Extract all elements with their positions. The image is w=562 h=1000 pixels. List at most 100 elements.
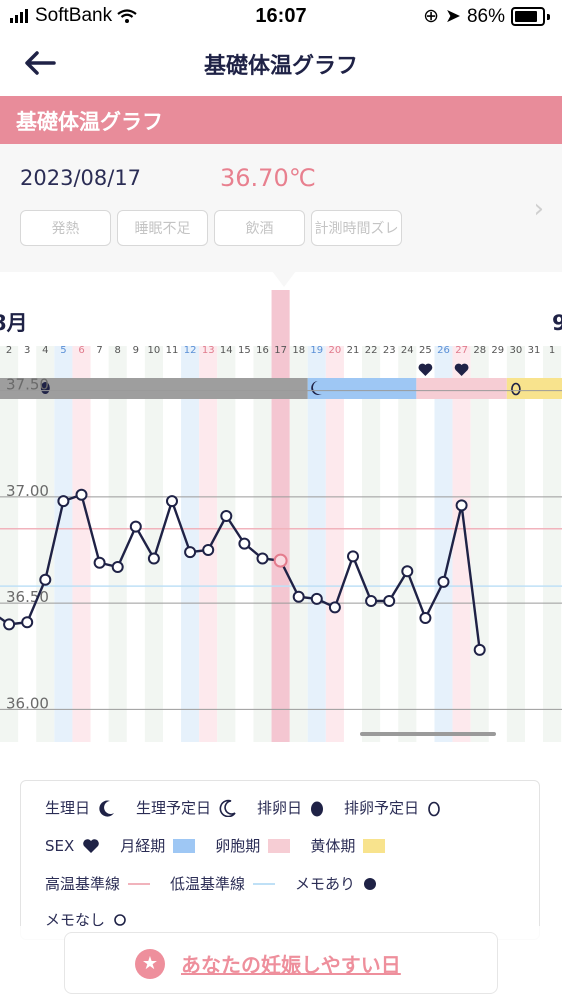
- crescent-moon-outline-icon: [219, 799, 236, 817]
- day-column: [72, 346, 91, 742]
- day-tick-label: 8: [115, 345, 121, 356]
- day-tick-label: 19: [310, 345, 323, 356]
- data-point[interactable]: [310, 592, 323, 605]
- memo-dot-icon: [364, 877, 377, 890]
- day-column: [307, 346, 326, 742]
- temperature-chart[interactable]: 8月91234567891011121314151617181920212223…: [0, 290, 562, 750]
- status-right: ⊕ ➤ 86%: [423, 5, 550, 28]
- fertile-days-label[interactable]: あなたの妊娠しやすい日: [181, 953, 401, 977]
- y-tick-label: 37.00: [6, 482, 49, 500]
- data-point[interactable]: [184, 546, 197, 559]
- legend-high-line: 高温基準線: [45, 873, 151, 894]
- legend-luteal: 黄体期: [310, 835, 386, 856]
- day-tick-label: 22: [365, 345, 378, 356]
- data-point[interactable]: [437, 575, 450, 588]
- data-point[interactable]: [39, 573, 52, 586]
- day-tick-label: 24: [401, 345, 414, 356]
- y-tick-label: 36.50: [6, 588, 49, 606]
- temperature-line: [0, 493, 481, 651]
- data-point[interactable]: [166, 495, 178, 508]
- day-tick-label: 11: [166, 345, 179, 356]
- data-point[interactable]: [238, 537, 251, 550]
- y-tick-label: 36.00: [6, 694, 49, 712]
- data-point[interactable]: [273, 553, 288, 568]
- tag-fever[interactable]: 発熱: [20, 210, 111, 246]
- month-label-left: 8月: [0, 311, 28, 335]
- data-point[interactable]: [3, 618, 16, 631]
- tag-measurement-time-shift[interactable]: 計測時間ズレ: [311, 210, 402, 246]
- day-tick-label: 2: [6, 345, 12, 356]
- crescent-moon-icon: [99, 800, 115, 817]
- page-title: 基礎体温グラフ: [203, 54, 358, 79]
- chevron-right-icon[interactable]: ›: [533, 194, 544, 224]
- data-point[interactable]: [111, 561, 124, 573]
- data-point[interactable]: [365, 595, 378, 607]
- phase-bar-luteal: [506, 378, 562, 399]
- day-tick-label: 27: [455, 345, 468, 356]
- day-tick-label: 13: [202, 345, 215, 356]
- day-tick-label: 12: [184, 345, 197, 356]
- data-point[interactable]: [292, 590, 305, 603]
- horizontal-scrollbar: [360, 732, 496, 736]
- data-point[interactable]: [93, 556, 106, 569]
- legend-ovulation-expected: 排卵予定日: [344, 797, 441, 818]
- day-tick-label: 3: [24, 345, 30, 356]
- data-point[interactable]: [220, 510, 233, 522]
- y-tick-label: 37.50: [6, 376, 49, 394]
- data-point[interactable]: [401, 565, 414, 578]
- legend-period-expected: 生理予定日: [136, 797, 237, 818]
- day-column: [470, 346, 489, 742]
- day-column: [253, 346, 272, 742]
- clock: 16:07: [255, 5, 307, 27]
- ovulation-outline-icon: [428, 801, 440, 816]
- legend-memo-yes: メモあり: [295, 873, 377, 894]
- back-arrow-icon: [25, 51, 56, 75]
- data-point[interactable]: [57, 495, 70, 508]
- memo-empty-icon: [114, 913, 126, 926]
- data-point[interactable]: [129, 520, 142, 533]
- follicular-swatch: [268, 838, 291, 853]
- condition-tags: 発熱 睡眠不足 飲酒 計測時間ズレ: [20, 210, 402, 246]
- back-button[interactable]: [22, 46, 62, 80]
- data-point[interactable]: [75, 488, 88, 501]
- data-point[interactable]: [455, 499, 468, 512]
- chart-svg[interactable]: 8月91234567891011121314151617181920212223…: [0, 290, 562, 750]
- data-point[interactable]: [21, 616, 34, 629]
- day-tick-label: 28: [473, 345, 486, 356]
- data-point[interactable]: [147, 552, 160, 565]
- section-header: 基礎体温グラフ: [0, 96, 562, 144]
- day-column: [325, 346, 344, 742]
- nav-bar: 基礎体温グラフ: [0, 32, 562, 94]
- menstrual-swatch: [173, 838, 196, 853]
- ovulation-expected-icon: [511, 382, 521, 396]
- sex-heart-icon: [418, 363, 433, 376]
- data-point[interactable]: [473, 643, 486, 656]
- data-point[interactable]: [328, 601, 341, 614]
- signal-icon: [10, 9, 28, 23]
- legend-ovulation: 排卵日: [257, 797, 324, 818]
- day-tick-label: 1: [549, 345, 555, 356]
- day-column: [217, 346, 236, 742]
- day-tick-label: 18: [292, 345, 305, 356]
- data-point[interactable]: [256, 552, 269, 565]
- tag-lack-of-sleep[interactable]: 睡眠不足: [117, 210, 208, 246]
- data-point[interactable]: [202, 544, 215, 556]
- carrier: SoftBank: [10, 5, 137, 27]
- day-tick-label: 29: [491, 345, 504, 356]
- day-tick-label: 4: [42, 345, 48, 356]
- data-point[interactable]: [419, 612, 432, 624]
- day-column: [543, 346, 562, 742]
- day-tick-label: 30: [510, 345, 523, 356]
- legend-period: 生理日: [45, 797, 116, 818]
- day-column: [108, 346, 127, 742]
- day-tick-label: 20: [329, 345, 342, 356]
- data-point[interactable]: [347, 550, 359, 563]
- sex-heart-icon: [454, 363, 469, 376]
- day-tick-label: 26: [437, 345, 450, 356]
- fertile-days-button[interactable]: ★ あなたの妊娠しやすい日: [64, 932, 498, 994]
- day-column: [434, 346, 453, 742]
- day-column: [181, 346, 200, 742]
- tag-drinking[interactable]: 飲酒: [214, 210, 305, 246]
- data-point[interactable]: [383, 595, 396, 607]
- crescent-moon-icon: [311, 381, 322, 395]
